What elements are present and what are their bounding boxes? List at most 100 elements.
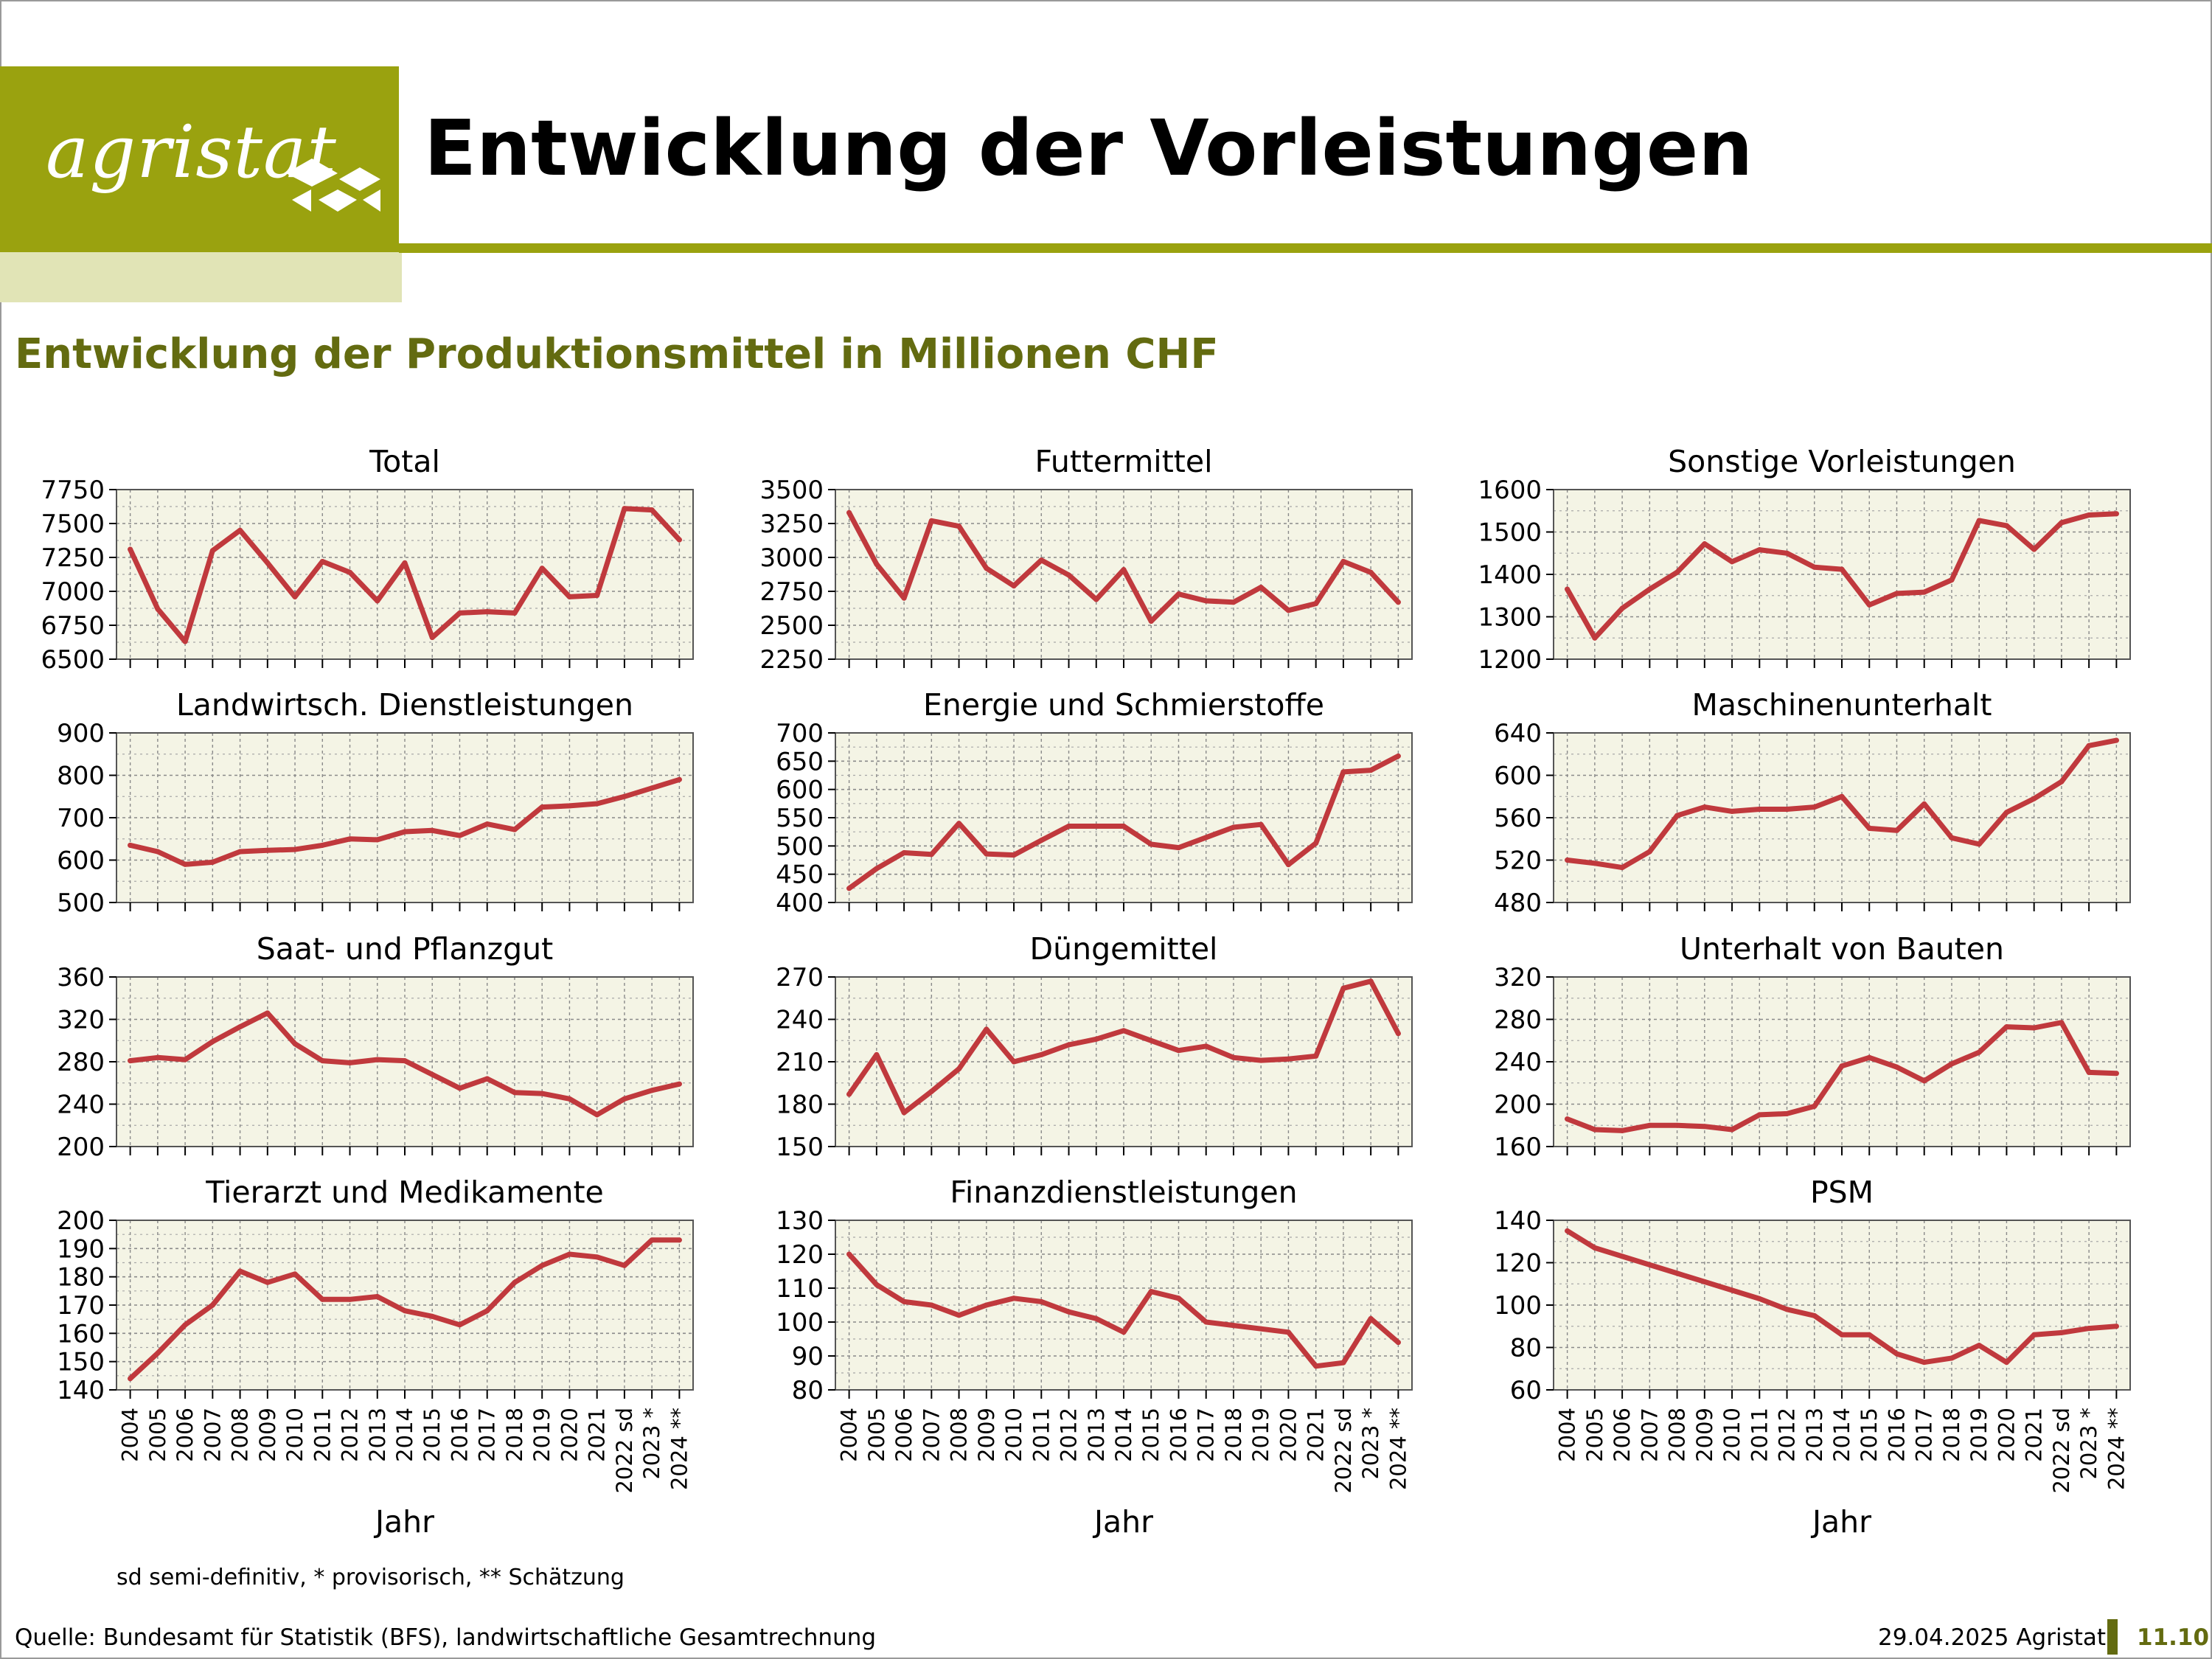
data-point [347, 1296, 353, 1302]
data-point [1066, 1042, 1072, 1048]
data-point [1093, 1315, 1099, 1321]
data-point [1340, 985, 1346, 991]
x-tick-label: 2017 [1194, 1408, 1219, 1462]
data-point [676, 537, 682, 543]
data-point [1231, 1323, 1237, 1329]
data-point [2113, 511, 2119, 517]
data-point [676, 1081, 682, 1087]
y-tick-label: 1400 [1478, 560, 1542, 590]
x-tick-label: 2010 [1719, 1408, 1745, 1462]
data-point [901, 595, 907, 601]
page-number: 11.10 [2137, 1624, 2210, 1651]
data-point [1175, 591, 1181, 597]
data-point [1313, 1053, 1319, 1059]
data-point [566, 1096, 572, 1102]
x-tick-label: 2008 [947, 1408, 972, 1462]
data-point [874, 1051, 880, 1057]
data-point [1313, 1363, 1319, 1369]
data-point [182, 1057, 188, 1062]
chart-panel: 150 180 210 240 270 Düngemittel [776, 931, 1413, 1162]
y-tick-label: 7000 [41, 577, 105, 607]
data-point [1812, 804, 1818, 810]
data-point [874, 1281, 880, 1287]
x-tick-label: 2004 [1555, 1408, 1580, 1462]
data-point [375, 1057, 380, 1062]
y-tick-label: 700 [57, 804, 105, 833]
data-point [456, 1322, 462, 1328]
data-point [2086, 1326, 2092, 1332]
data-point [209, 1039, 215, 1045]
data-point [1949, 835, 1955, 841]
x-tick-label: 2013 [1802, 1408, 1827, 1462]
data-point [1921, 801, 1927, 807]
data-point [622, 1096, 627, 1102]
chart-panel: 500 600 700 800 900 Landwirtsch. Dienstleistu… [57, 687, 694, 918]
x-tick-label: 2004 [837, 1408, 862, 1462]
x-tick-label: 2009 [255, 1408, 280, 1462]
y-tick-label: 2250 [759, 645, 824, 675]
y-tick-label: 500 [776, 832, 824, 861]
data-point [484, 609, 490, 615]
x-tick-label: 2024 ** [2104, 1408, 2129, 1490]
data-point [1921, 589, 1927, 595]
y-tick-label: 200 [1494, 1091, 1542, 1120]
x-tick-label: 2013 [1084, 1408, 1109, 1462]
data-point [874, 561, 880, 567]
x-axis-title: Jahr [1092, 1504, 1153, 1540]
data-point [1893, 827, 1899, 833]
x-tick-label: 2008 [1665, 1408, 1690, 1462]
data-point [676, 776, 682, 782]
x-tick-label: 2024 ** [667, 1408, 692, 1490]
x-tick-label: 2015 [1857, 1408, 1882, 1462]
data-point [1285, 862, 1291, 868]
x-tick-label: 2019 [1248, 1408, 1273, 1462]
data-point [2003, 523, 2009, 529]
data-point [622, 793, 627, 799]
data-point [1839, 1332, 1845, 1338]
x-tick-label: 2014 [1829, 1408, 1854, 1462]
data-point [319, 559, 325, 565]
data-point [1784, 1307, 1790, 1312]
data-point [402, 560, 408, 566]
data-point [984, 1026, 990, 1032]
x-tick-label: 2006 [173, 1408, 198, 1462]
data-point [594, 1254, 600, 1260]
chart-title: Saat- und Pflanzgut [257, 931, 553, 967]
data-point [1702, 1279, 1708, 1284]
chart-panel: 80 90 100 110 120 130 Finanzdienstleistungen 20… [776, 1175, 1413, 1540]
x-tick-label: 2016 [447, 1408, 472, 1462]
y-tick-label: 7250 [41, 543, 105, 573]
chart-panel: 480 520 560 600 640 Maschinenunterhalt [1494, 687, 2131, 918]
data-point [1368, 569, 1374, 575]
data-point [539, 566, 545, 571]
y-tick-label: 60 [1510, 1376, 1542, 1405]
data-point [956, 524, 962, 529]
data-point [265, 1279, 271, 1285]
data-point [1729, 808, 1735, 814]
data-point [1231, 1054, 1237, 1060]
data-point [1976, 841, 1982, 847]
data-point [1368, 768, 1374, 773]
y-tick-label: 520 [1494, 846, 1542, 876]
logo-diamond-right [339, 167, 380, 191]
date-text: 29.04.2025 Agristat [1878, 1624, 2107, 1651]
data-point [1839, 1063, 1845, 1069]
y-tick-label: 200 [57, 1206, 105, 1236]
data-point [1893, 1351, 1899, 1357]
y-tick-label: 1300 [1478, 603, 1542, 633]
y-tick-label: 120 [776, 1240, 824, 1270]
y-tick-label: 480 [1494, 888, 1542, 918]
agristat-logo [0, 66, 399, 252]
data-point [1674, 813, 1680, 818]
y-tick-label: 140 [57, 1376, 105, 1405]
data-point [566, 594, 572, 599]
data-point [928, 852, 934, 858]
y-tick-label: 2750 [759, 577, 824, 607]
data-point [1231, 599, 1237, 605]
y-tick-label: 1200 [1478, 645, 1542, 675]
data-point [846, 886, 852, 891]
y-tick-label: 190 [57, 1234, 105, 1264]
y-tick-label: 360 [57, 963, 105, 992]
logo-triangle-left [292, 189, 311, 212]
